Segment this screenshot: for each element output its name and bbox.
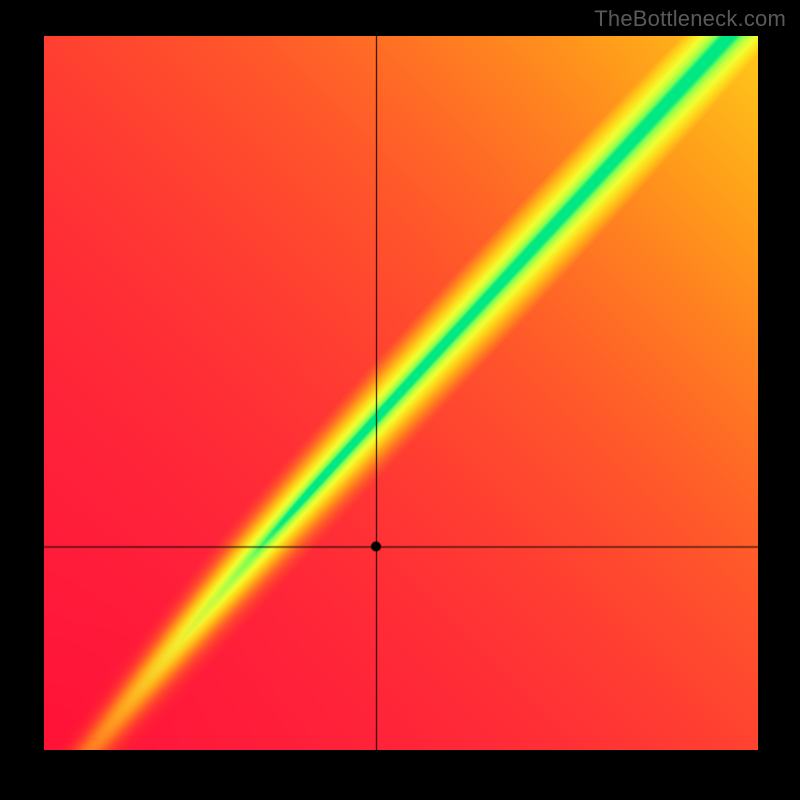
heatmap-canvas: [44, 36, 758, 750]
watermark-text: TheBottleneck.com: [594, 6, 786, 32]
chart-container: TheBottleneck.com: [0, 0, 800, 800]
heatmap-plot: [44, 36, 758, 750]
